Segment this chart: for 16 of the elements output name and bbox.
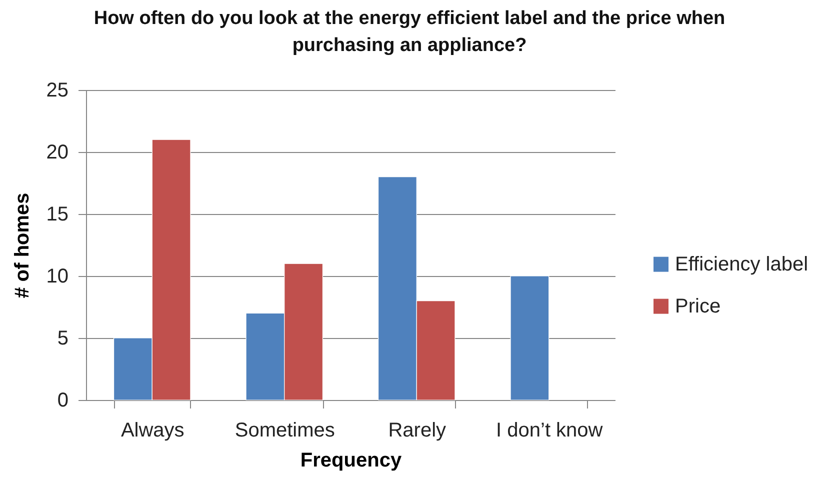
y-tick-label: 10 bbox=[46, 266, 68, 288]
x-tick-label: Sometimes bbox=[234, 420, 335, 442]
x-tick-label: I don’t know bbox=[496, 420, 604, 442]
y-axis-title: # of homes bbox=[11, 192, 34, 298]
x-tick-label: Rarely bbox=[388, 420, 446, 442]
legend-label: Price bbox=[675, 295, 721, 318]
bar bbox=[510, 276, 550, 400]
y-tick-label: 20 bbox=[46, 142, 68, 164]
y-tick-label: 25 bbox=[46, 80, 68, 102]
y-tick-label: 5 bbox=[57, 328, 68, 350]
legend-label: Efficiency label bbox=[675, 253, 808, 276]
y-tick-label: 15 bbox=[46, 204, 68, 226]
y-tick-label: 0 bbox=[57, 390, 68, 412]
x-axis-title: Frequency bbox=[300, 450, 402, 472]
x-tick-label: Always bbox=[120, 420, 184, 442]
chart-title: How often do you look at the energy efficient label and the price when purchasing an appliance? bbox=[94, 8, 726, 56]
